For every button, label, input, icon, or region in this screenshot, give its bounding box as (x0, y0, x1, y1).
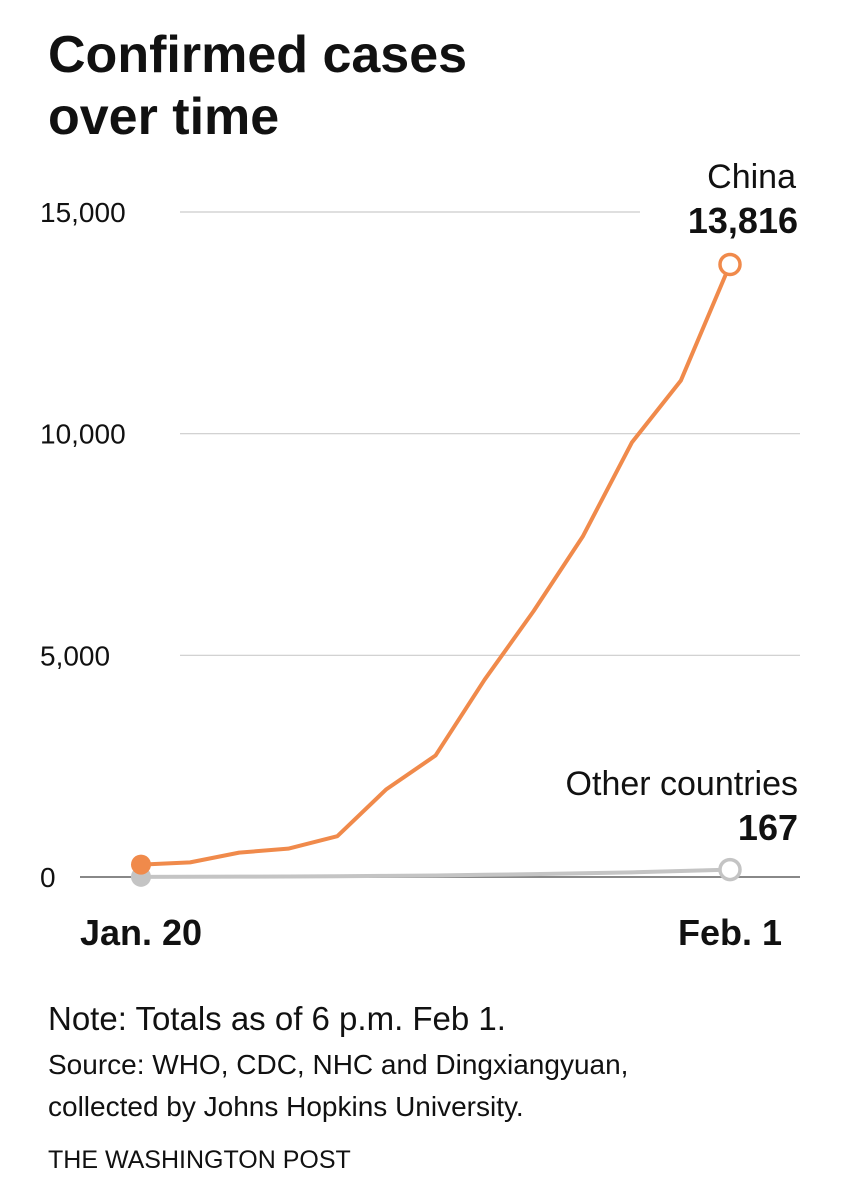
value-label: 13,816 (688, 200, 798, 241)
note: Note: Totals as of 6 p.m. Feb 1. (48, 1000, 506, 1037)
y-tick-label: 5,000 (40, 640, 110, 671)
series-line (140, 867, 731, 879)
start-marker (131, 854, 151, 875)
y-tick-label: 10,000 (40, 419, 126, 450)
series-line (140, 263, 732, 867)
end-marker (718, 857, 742, 882)
x-tick-label: Jan. 20 (80, 912, 202, 953)
series-label: Other countries (566, 765, 798, 803)
y-tick-label: 0 (40, 862, 56, 893)
chart-title: Confirmed cases (48, 26, 467, 84)
source: collected by Johns Hopkins University. (48, 1091, 524, 1122)
x-tick-label: Feb. 1 (678, 912, 782, 953)
series-label: China (707, 158, 796, 196)
source: Source: WHO, CDC, NHC and Dingxiangyuan, (48, 1049, 628, 1080)
value-label: 167 (738, 807, 798, 848)
credit: THE WASHINGTON POST (48, 1146, 351, 1174)
y-tick-label: 15,000 (40, 197, 126, 228)
chart-title: over time (48, 88, 279, 146)
end-marker (718, 252, 742, 277)
